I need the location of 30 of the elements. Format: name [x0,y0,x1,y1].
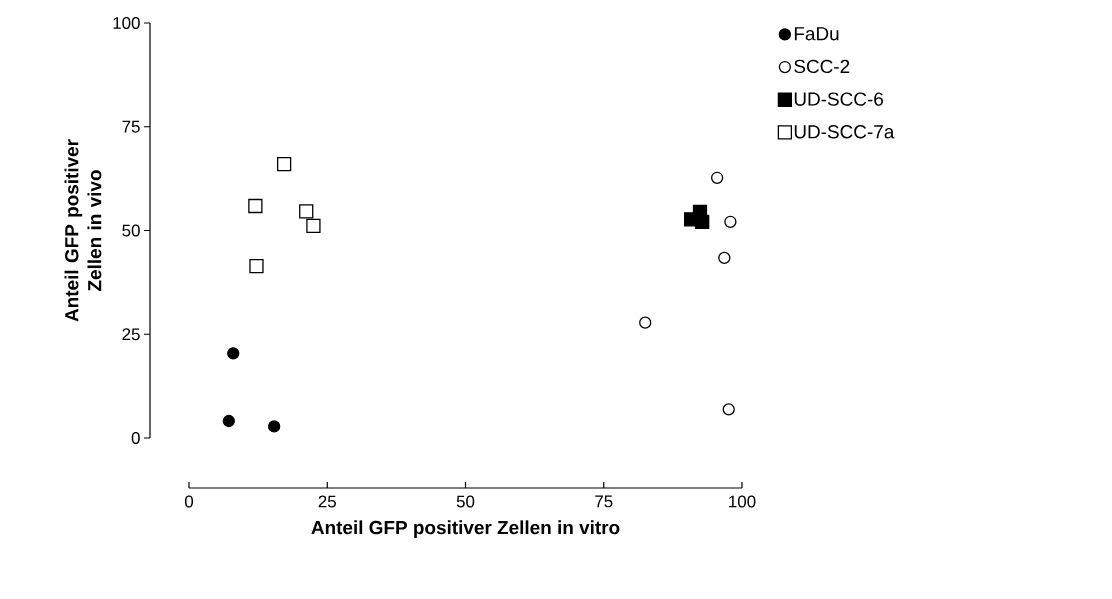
point [718,251,731,265]
legend-label: FaDu [794,27,839,41]
legend-label: UD-SCC-6 [794,92,883,106]
point [249,259,264,274]
y-tick-label: 75 [122,120,140,133]
point [722,403,735,416]
y-tick-label: 0 [131,432,140,444]
legend-label: UD-SCC-7a [794,125,895,139]
point [268,420,281,433]
point [695,214,710,229]
x-tick-label: 0 [184,495,194,508]
x-tick-label: 75 [595,495,613,508]
point [299,204,314,219]
point [724,215,737,228]
y-tick-label: 100 [113,17,140,29]
point [248,198,263,214]
x-tick-label: 50 [456,495,475,508]
x-axis-title: Anteil GFP positiver Zellen in vitro [311,520,620,538]
y-tick-label: 25 [122,328,140,341]
x-tick-label: 100 [729,495,756,508]
legend-label: SCC-2 [794,59,850,74]
point [222,414,235,428]
point [306,218,321,234]
y-tick-label: 50 [122,224,140,237]
y-axis-title: Anteil GFP positiver Zellen in vivo [64,139,102,322]
point [639,316,652,329]
point [710,171,724,184]
point [276,156,292,172]
x-tick-label: 25 [318,495,336,508]
point [227,347,240,360]
